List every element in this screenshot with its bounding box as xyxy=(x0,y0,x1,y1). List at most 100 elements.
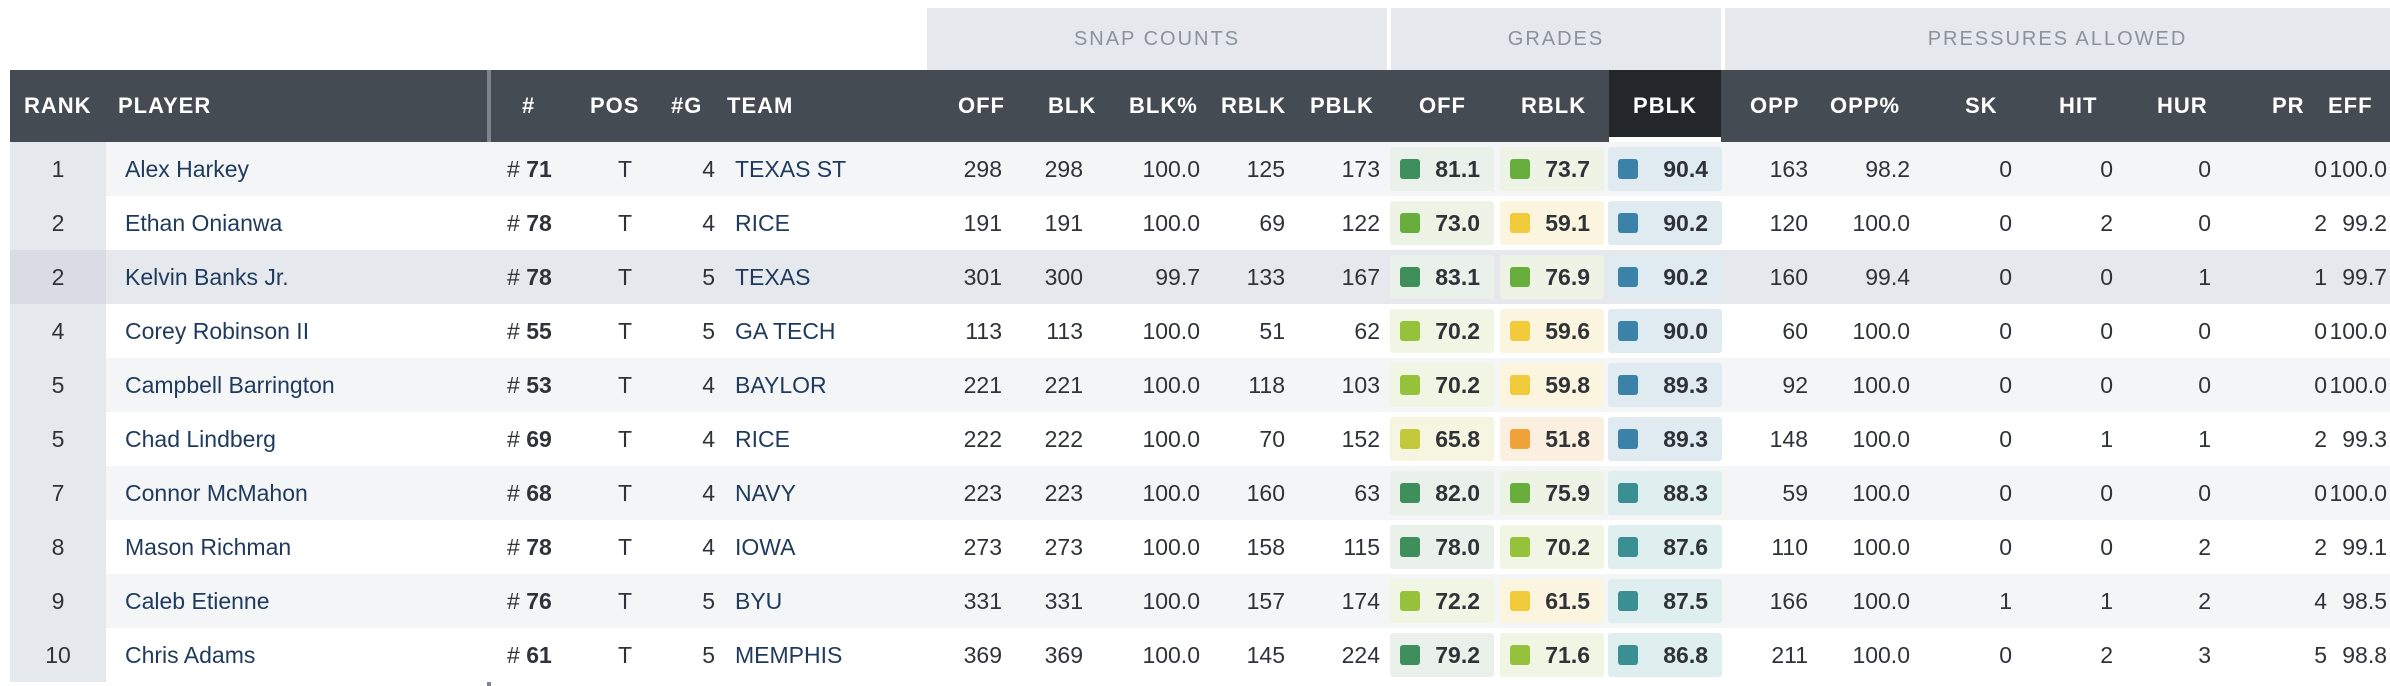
rank-cell-bg xyxy=(10,358,106,412)
cell-pr: 0 xyxy=(2314,372,2327,398)
cell-team[interactable]: RICE xyxy=(735,210,790,236)
grade-color-swatch xyxy=(1400,159,1420,179)
grade-badge-off: 70.2 xyxy=(1390,363,1494,407)
cell-rblk: 133 xyxy=(1246,264,1285,290)
table-row[interactable]: 1 Alex Harkey # 71 T 4 TEXAS ST 298 298 100.0 125… xyxy=(10,142,2390,196)
grade-value: 90.2 xyxy=(1663,263,1708,290)
cell-opp: 110 xyxy=(1771,534,1808,560)
cell-snap-off: 298 xyxy=(963,156,1002,182)
col-header-team[interactable]: TEAM xyxy=(727,93,794,118)
cell-player[interactable]: Campbell Barrington xyxy=(125,372,335,398)
cell-blk-pct: 100.0 xyxy=(1142,318,1200,344)
table-row[interactable]: 2 Ethan Onianwa # 78 T 4 RICE 191 191 100.0 69 122… xyxy=(10,196,2390,250)
jersey-number: # 61 xyxy=(507,628,567,682)
cell-team[interactable]: MEMPHIS xyxy=(735,642,843,668)
grade-badge-rblk: 61.5 xyxy=(1500,579,1604,623)
cell-opp-pct: 100.0 xyxy=(1852,318,1910,344)
table-row[interactable]: 7 Connor McMahon # 68 T 4 NAVY 223 223 100.0 160 6… xyxy=(10,466,2390,520)
cell-hit: 0 xyxy=(2100,156,2113,182)
cell-player[interactable]: Chris Adams xyxy=(125,642,256,668)
col-header-opp[interactable]: OPP xyxy=(1750,93,1800,118)
cell-pr: 5 xyxy=(2314,642,2327,668)
cell-rank: 4 xyxy=(51,318,65,344)
cell-eff: 100.0 xyxy=(2329,480,2387,506)
col-header-rblk[interactable]: RBLK xyxy=(1221,93,1287,118)
col-header-rank[interactable]: RANK xyxy=(24,93,92,118)
table-row[interactable]: 5 Campbell Barrington # 53 T 4 BAYLOR 221 221 10… xyxy=(10,358,2390,412)
table-row[interactable]: 8 Mason Richman # 78 T 4 IOWA 273 273 100.0 158 11… xyxy=(10,520,2390,574)
col-header-sk[interactable]: SK xyxy=(1965,93,1998,118)
cell-player[interactable]: Kelvin Banks Jr. xyxy=(125,264,289,290)
cell-hur: 0 xyxy=(2198,372,2211,398)
cell-hit: 0 xyxy=(2100,318,2113,344)
table-row[interactable]: 2 Kelvin Banks Jr. # 78 T 5 TEXAS 301 300 99.7 13… xyxy=(10,250,2390,304)
col-header-snap-off[interactable]: OFF xyxy=(958,93,1005,118)
grade-color-swatch xyxy=(1400,375,1420,395)
grade-badge-pblk: 89.3 xyxy=(1608,417,1722,461)
jersey-prefix: # xyxy=(507,264,520,290)
cell-sk: 0 xyxy=(1999,534,2012,560)
cell-team[interactable]: NAVY xyxy=(735,480,796,506)
grade-color-swatch xyxy=(1400,267,1420,287)
col-header-player[interactable]: PLAYER xyxy=(118,93,212,118)
grade-value: 70.2 xyxy=(1435,317,1480,344)
col-header-grade-off[interactable]: OFF xyxy=(1419,93,1466,118)
col-header-opp-pct[interactable]: OPP% xyxy=(1830,93,1901,118)
col-header-pos[interactable]: POS xyxy=(590,93,640,118)
cell-player[interactable]: Connor McMahon xyxy=(125,480,308,506)
col-header-grade-rblk[interactable]: RBLK xyxy=(1521,93,1587,118)
cell-blk: 191 xyxy=(1044,210,1083,236)
grade-color-swatch xyxy=(1400,483,1420,503)
cell-player[interactable]: Chad Lindberg xyxy=(125,426,276,452)
cell-team[interactable]: IOWA xyxy=(735,534,796,560)
table-row[interactable]: 4 Corey Robinson II # 55 T 5 GA TECH 113 113 100… xyxy=(10,304,2390,358)
col-header-hit[interactable]: HIT xyxy=(2059,93,2098,118)
cell-team[interactable]: GA TECH xyxy=(735,318,836,344)
col-header-eff[interactable]: EFF xyxy=(2328,93,2373,118)
cell-team[interactable]: RICE xyxy=(735,426,790,452)
col-header-pblk[interactable]: PBLK xyxy=(1310,93,1374,118)
col-header-hur[interactable]: HUR xyxy=(2157,93,2208,118)
cell-player[interactable]: Mason Richman xyxy=(125,534,292,560)
table-row[interactable]: 10 Chris Adams # 61 T 5 MEMPHIS 369 369 100.0 145… xyxy=(10,628,2390,682)
grade-badge-off: 79.2 xyxy=(1390,633,1494,677)
cell-snap-off: 191 xyxy=(963,210,1002,236)
cell-hur: 2 xyxy=(2198,588,2211,614)
cell-team[interactable]: TEXAS xyxy=(735,264,811,290)
grade-badge-pblk: 90.0 xyxy=(1608,309,1722,353)
cell-blk-pct: 99.7 xyxy=(1155,264,1200,290)
cell-team[interactable]: BYU xyxy=(735,588,783,614)
cell-blk: 369 xyxy=(1044,642,1083,668)
cell-player[interactable]: Alex Harkey xyxy=(125,156,249,182)
cell-rblk: 118 xyxy=(1248,372,1285,398)
cell-snap-off: 221 xyxy=(963,372,1002,398)
grade-value: 76.9 xyxy=(1545,263,1590,290)
cell-team[interactable]: TEXAS ST xyxy=(735,156,847,182)
col-header-games[interactable]: #G xyxy=(671,93,703,118)
cell-opp: 60 xyxy=(1782,318,1808,344)
cell-games: 4 xyxy=(702,534,715,560)
grade-color-swatch xyxy=(1618,591,1638,611)
cell-team[interactable]: BAYLOR xyxy=(735,372,827,398)
rank-cell-bg xyxy=(10,412,106,466)
cell-games: 4 xyxy=(702,210,715,236)
grade-color-swatch xyxy=(1400,537,1420,557)
cell-opp-pct: 98.2 xyxy=(1865,156,1910,182)
table-row[interactable]: 9 Caleb Etienne # 76 T 5 BYU 331 331 100.0 157 174… xyxy=(10,574,2390,628)
table-row[interactable]: 5 Chad Lindberg # 69 T 4 RICE 222 222 100.0 70 152… xyxy=(10,412,2390,466)
col-header-blk[interactable]: BLK xyxy=(1048,93,1097,118)
cell-player[interactable]: Corey Robinson II xyxy=(125,318,310,344)
col-header-blk-pct[interactable]: BLK% xyxy=(1129,93,1198,118)
cell-player[interactable]: Ethan Onianwa xyxy=(125,210,283,236)
col-header-pr[interactable]: PR xyxy=(2272,93,2305,118)
grade-color-swatch xyxy=(1400,321,1420,341)
cell-sk: 0 xyxy=(1999,426,2012,452)
grade-color-swatch xyxy=(1618,213,1638,233)
cell-player[interactable]: Caleb Etienne xyxy=(125,588,270,614)
col-header-number[interactable]: # xyxy=(522,93,536,118)
grade-badge-rblk: 73.7 xyxy=(1500,147,1604,191)
rank-cell-bg xyxy=(10,250,106,304)
col-header-grade-pblk[interactable]: PBLK xyxy=(1609,70,1721,142)
grade-value: 75.9 xyxy=(1545,479,1590,506)
grade-color-swatch xyxy=(1400,429,1420,449)
